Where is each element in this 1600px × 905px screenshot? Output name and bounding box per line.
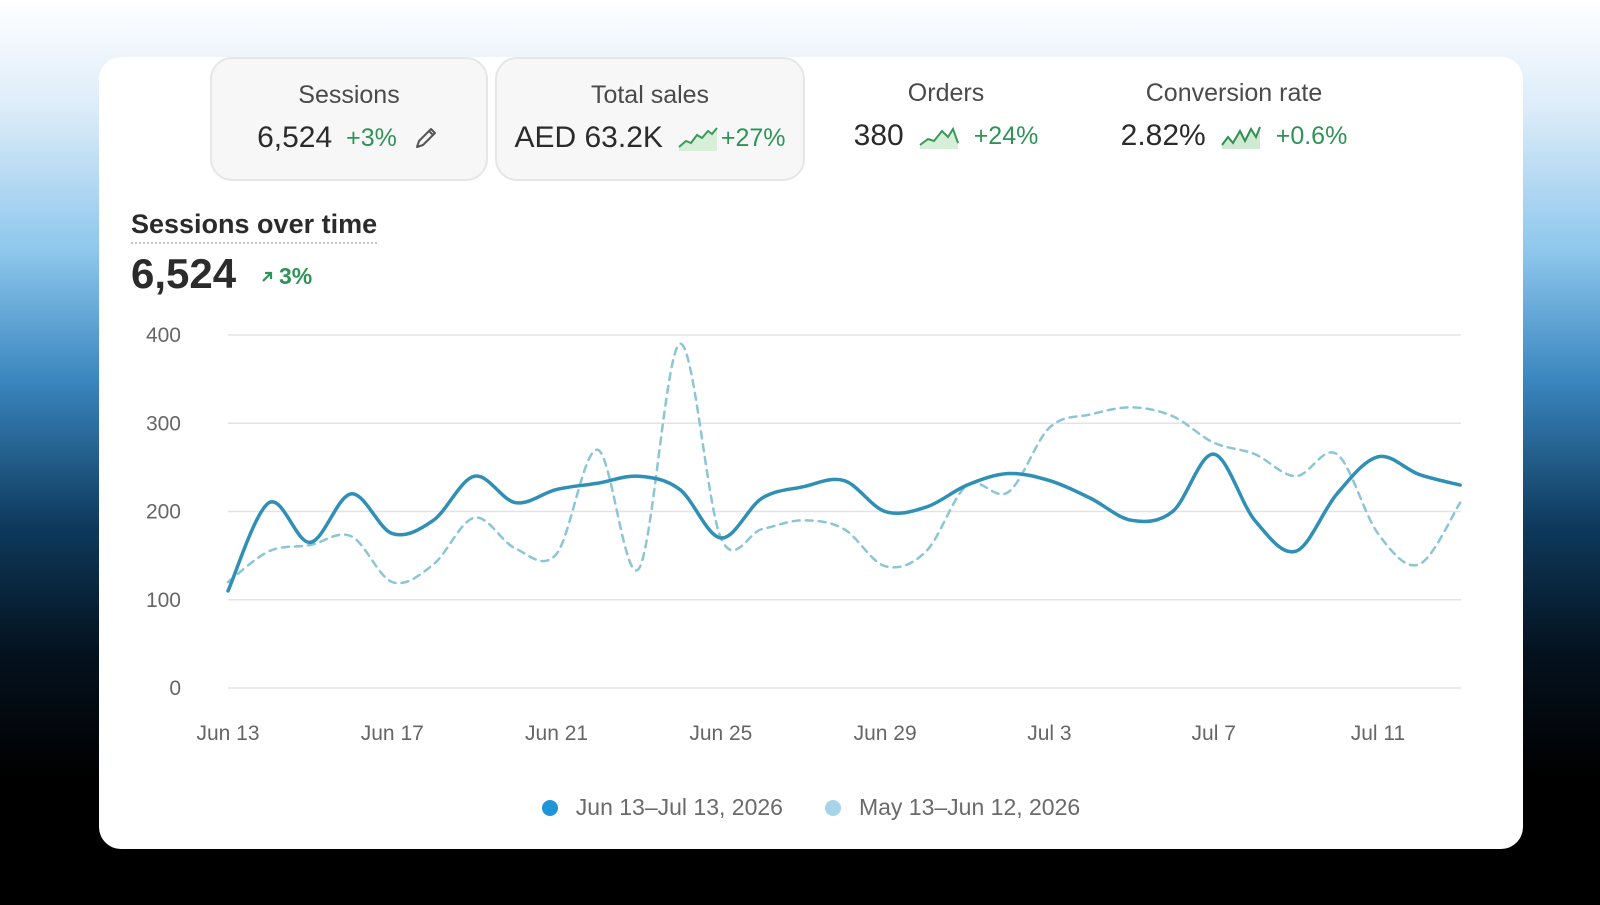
edit-pencil-icon[interactable]	[411, 123, 441, 153]
y-tick-label: 0	[169, 677, 181, 700]
metric-value: 380	[853, 119, 904, 152]
legend-label-previous: May 13–Jun 12, 2026	[858, 794, 1081, 820]
chart-series	[226, 342, 1462, 593]
metric-value: AED 63.2K	[514, 121, 663, 154]
legend-label-current: Jun 13–Jul 13, 2026	[575, 794, 783, 820]
series-line-previous	[226, 342, 1462, 585]
sparkline-icon	[919, 126, 959, 149]
chart-total-change: 3%	[259, 263, 312, 290]
x-axis: Jun 13 Jun 17 Jun 21 Jun 25 Jun 29 Jul 3 Jul 7…	[196, 722, 1405, 745]
x-tick-label: Jul 7	[1192, 722, 1236, 745]
x-tick-label: Jun 25	[689, 722, 752, 745]
x-tick-label: Jun 17	[361, 722, 424, 745]
metric-change: +3%	[346, 123, 397, 152]
y-tick-label: 200	[146, 501, 181, 524]
series-line-current	[226, 452, 1462, 593]
x-tick-label: Jul 11	[1351, 722, 1405, 745]
x-tick-label: Jun 29	[854, 722, 917, 745]
metric-change: +24%	[973, 121, 1039, 150]
metric-label: Orders	[907, 79, 985, 107]
metric-sessions[interactable]: Sessions 6,524 +3%	[210, 57, 488, 181]
metric-conversion-rate[interactable]: Conversion rate 2.82% +0.6%	[1089, 57, 1379, 181]
metric-label: Sessions	[298, 81, 400, 109]
chart-change-label: 3%	[279, 263, 313, 289]
y-axis: 0 100 200 300 400	[146, 324, 181, 700]
metric-change: +0.6%	[1275, 121, 1348, 150]
metric-orders[interactable]: Orders 380 +24%	[811, 57, 1081, 181]
arrow-up-right-icon	[262, 271, 273, 282]
legend-dot-previous	[824, 799, 841, 816]
sparkline-icon	[678, 127, 718, 151]
y-tick-label: 400	[146, 324, 181, 347]
y-tick-label: 100	[146, 589, 181, 612]
metric-total-sales[interactable]: Total sales AED 63.2K +27%	[495, 57, 805, 181]
sparkline-icon	[1220, 126, 1261, 149]
metric-label: Total sales	[590, 81, 710, 109]
chart-legend: Jun 13–Jul 13, 2026 May 13–Jun 12, 2026	[99, 794, 1523, 821]
legend-dot-current	[541, 799, 558, 816]
chart-grid	[228, 334, 1461, 689]
metric-value: 6,524	[257, 121, 333, 154]
chart-title[interactable]: Sessions over time	[131, 209, 378, 244]
x-tick-label: Jun 21	[525, 722, 588, 745]
x-tick-label: Jun 13	[196, 722, 259, 745]
legend-item-previous[interactable]: May 13–Jun 12, 2026	[824, 794, 1081, 821]
analytics-card: Sessions 6,524 +3% Total sales AED 63.2K…	[99, 57, 1523, 849]
metric-label: Conversion rate	[1145, 79, 1323, 107]
metric-value: 2.82%	[1120, 119, 1206, 152]
legend-item-current[interactable]: Jun 13–Jul 13, 2026	[541, 794, 783, 821]
chart-total-value: 6,524	[131, 250, 237, 297]
x-tick-label: Jul 3	[1027, 722, 1071, 745]
metric-change: +27%	[720, 123, 786, 152]
y-tick-label: 300	[146, 412, 181, 435]
